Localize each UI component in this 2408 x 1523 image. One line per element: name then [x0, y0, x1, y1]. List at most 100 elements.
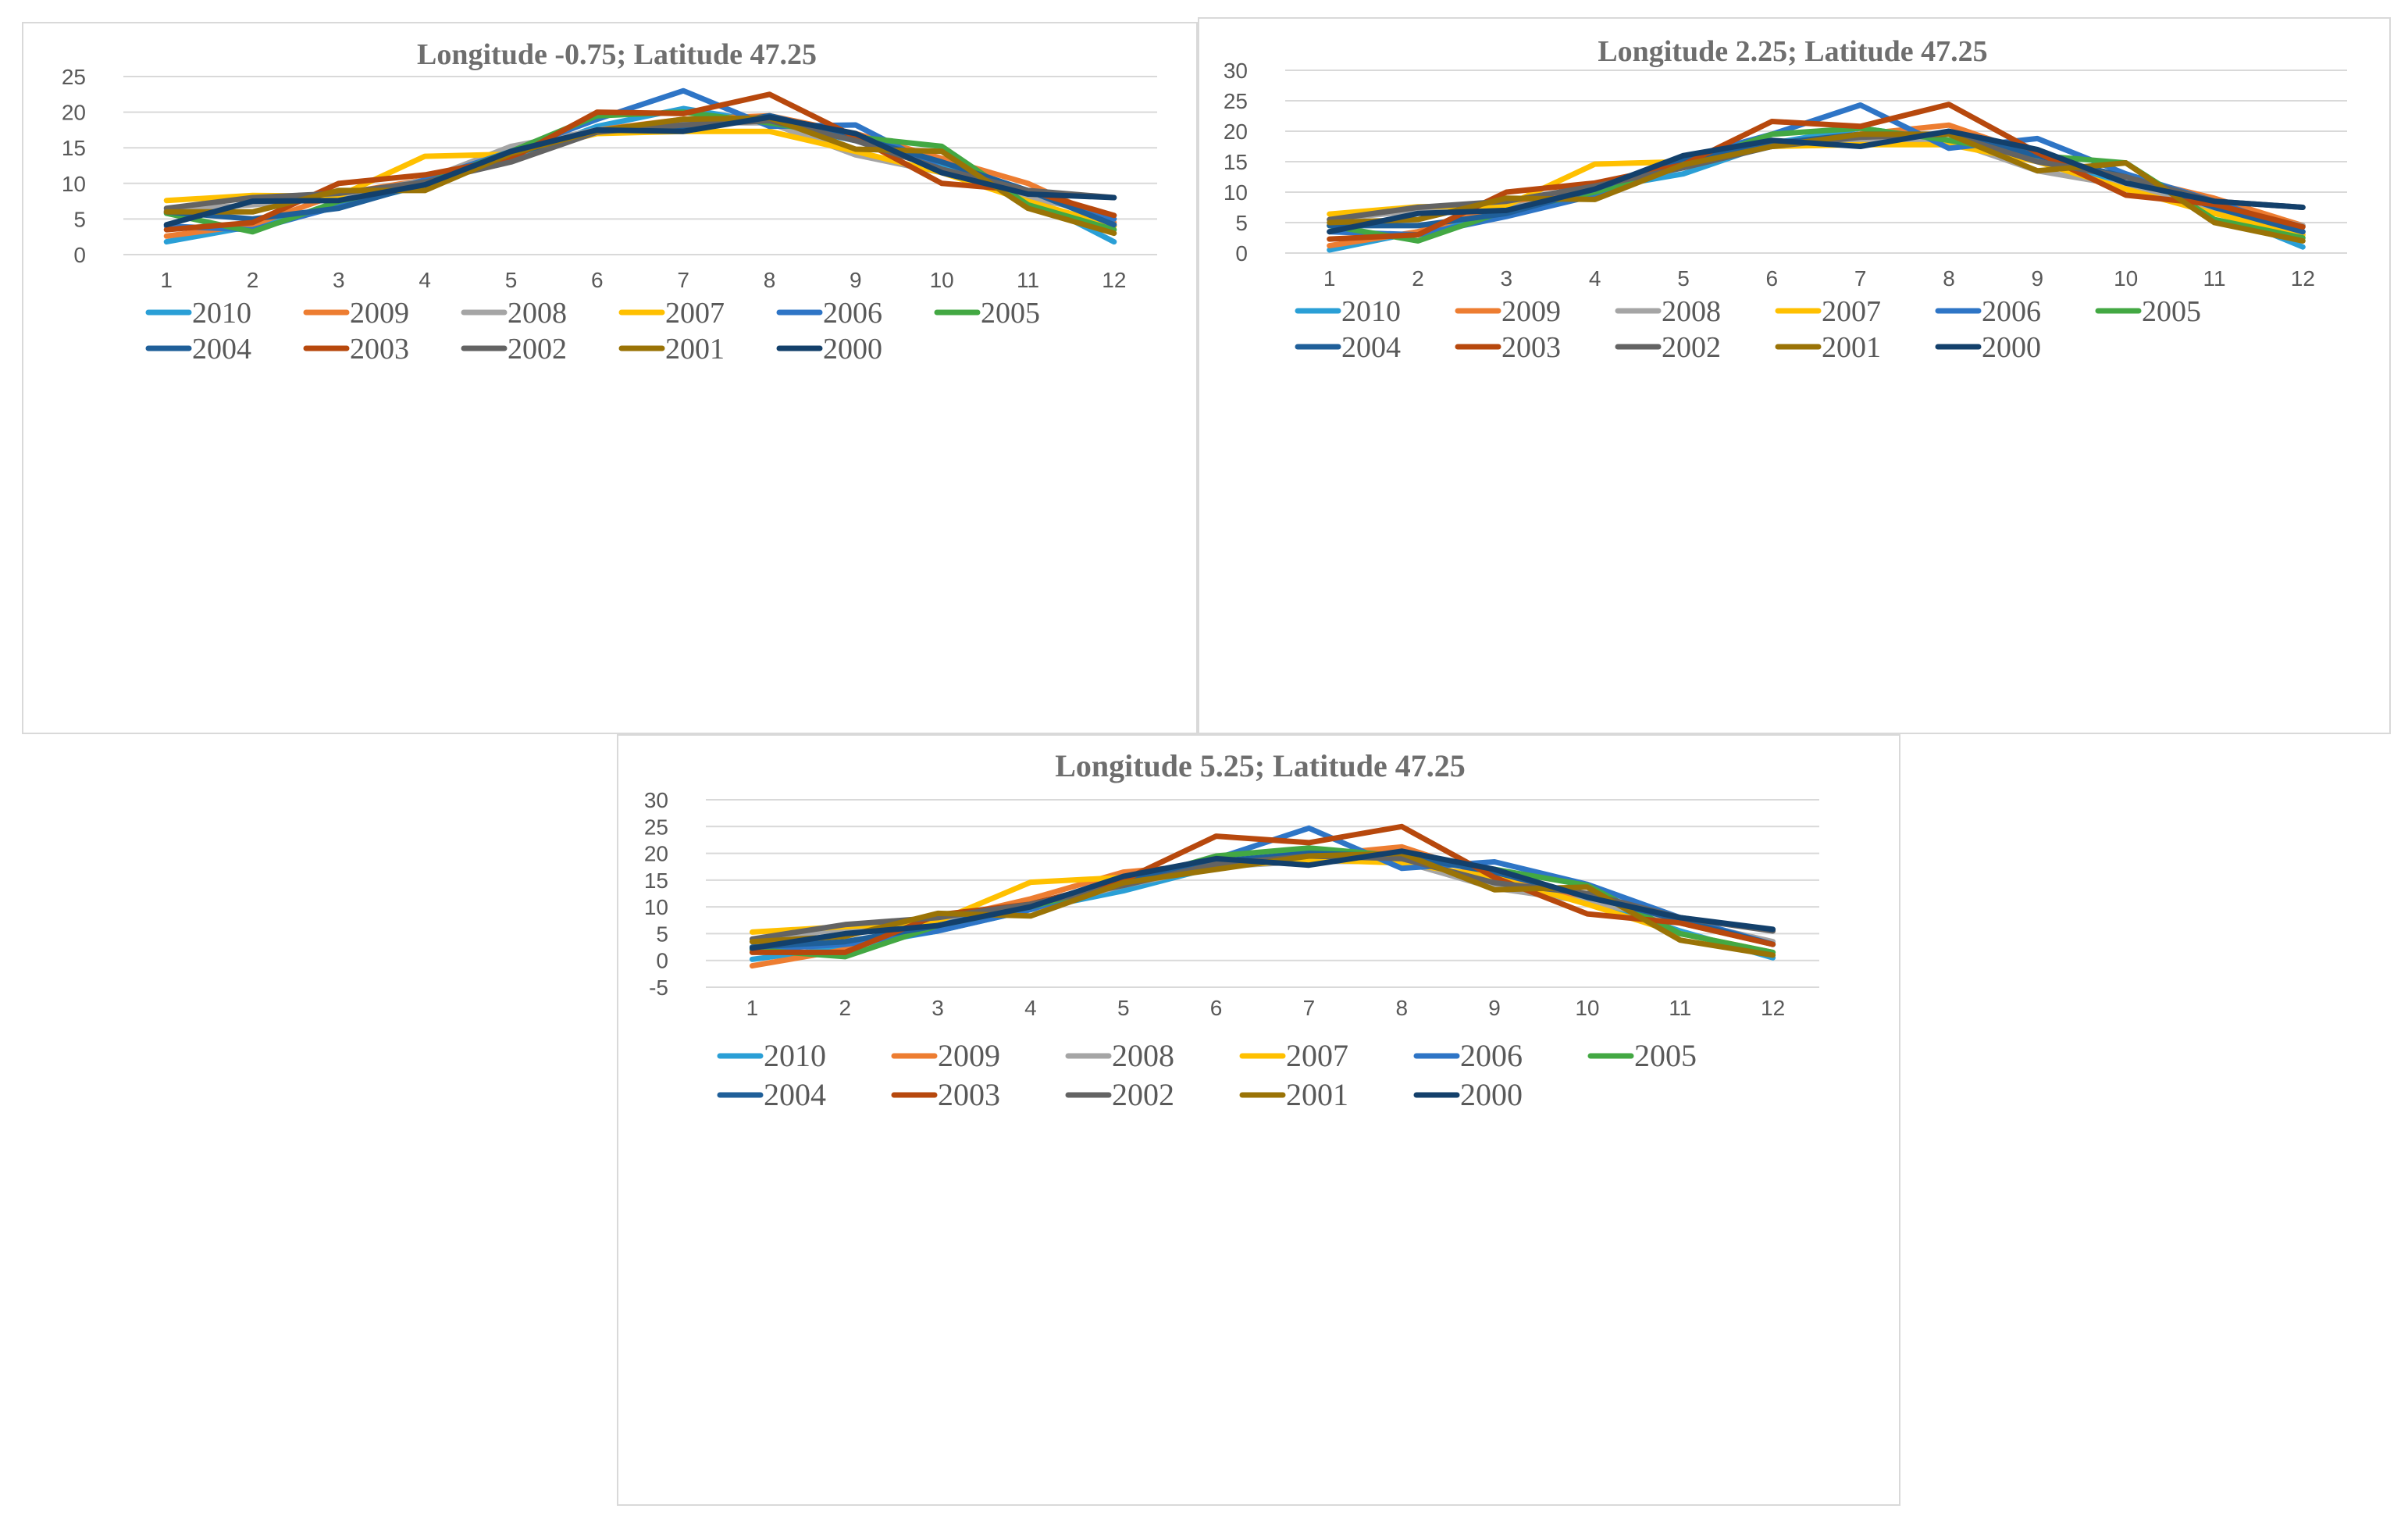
legend-label-2006: 2006	[823, 297, 882, 330]
series-line-2000	[1327, 128, 2306, 235]
y-tick-label: 5	[73, 207, 86, 231]
legend-label-2005: 2005	[2142, 295, 2201, 328]
x-tick-label: 2	[247, 268, 259, 292]
y-tick-label: 0	[1235, 241, 1248, 266]
x-tick-label: 11	[1669, 996, 1691, 1020]
chart-panel-east: Longitude 5.25; Latitude 47.25 -5 0 5 10 15 20…	[617, 734, 1900, 1506]
y-tick-label: 0	[73, 243, 86, 267]
legend-label-2006: 2006	[1982, 295, 2041, 328]
series-line-2000	[749, 848, 1776, 951]
legend-label-2010: 2010	[764, 1038, 826, 1073]
x-tick-label: 3	[931, 996, 944, 1020]
x-tick-label: 10	[2114, 266, 2138, 291]
legend-label-2009: 2009	[938, 1038, 1000, 1073]
y-tick-label: 20	[644, 842, 668, 866]
x-tick-label: 12	[2291, 266, 2315, 291]
x-tick-label: 7	[1303, 996, 1316, 1020]
line-chart-east: Longitude 5.25; Latitude 47.25-505101520…	[644, 748, 1819, 1112]
legend-label-2007: 2007	[1286, 1038, 1348, 1073]
x-tick-label: 11	[1017, 268, 1039, 292]
x-tick-label: 5	[1117, 996, 1130, 1020]
series-line-2003	[163, 91, 1117, 233]
chart-title: Longitude -0.75; Latitude 47.25	[417, 38, 817, 71]
chart-title: Longitude 5.25; Latitude 47.25	[1055, 748, 1466, 783]
series-line-2001	[1327, 131, 2306, 244]
y-tick-label: 15	[644, 869, 668, 893]
legend-label-2001: 2001	[1286, 1077, 1348, 1112]
legend-label-2002: 2002	[1112, 1077, 1174, 1112]
x-tick-label: 7	[1854, 266, 1867, 291]
legend-label-2004: 2004	[764, 1077, 826, 1112]
y-tick-label: 10	[644, 895, 668, 919]
x-tick-label: 11	[2203, 266, 2225, 291]
x-tick-label: 10	[1575, 996, 1599, 1020]
y-tick-label: 30	[1224, 59, 1248, 83]
y-tick-label: 0	[656, 949, 668, 973]
legend-label-2003: 2003	[938, 1077, 1000, 1112]
x-tick-label: 2	[1412, 266, 1424, 291]
legend-label-2005: 2005	[1634, 1038, 1697, 1073]
y-tick-label: 5	[656, 922, 668, 946]
legend-label-2004: 2004	[1341, 331, 1401, 364]
legend-label-2009: 2009	[1501, 295, 1561, 328]
legend-label-2010: 2010	[1341, 295, 1401, 328]
y-tick-label: -5	[649, 976, 668, 1000]
legend-label-2000: 2000	[823, 333, 882, 366]
legend-label-2003: 2003	[350, 333, 409, 366]
x-tick-label: 3	[1501, 266, 1513, 291]
x-tick-label: 12	[1761, 996, 1785, 1020]
chart-panel-west: Longitude -0.75; Latitude 47.25 0 5 10 15 20 2…	[22, 22, 1198, 734]
y-tick-label: 25	[1224, 89, 1248, 113]
x-tick-label: 5	[1677, 266, 1690, 291]
y-tick-label: 10	[1224, 180, 1248, 205]
legend-label-2000: 2000	[1460, 1077, 1523, 1112]
x-tick-label: 4	[419, 268, 431, 292]
x-tick-label: 8	[764, 268, 776, 292]
x-tick-label: 6	[1210, 996, 1223, 1020]
chart-panel-center: Longitude 2.25; Latitude 47.25 0 5 10 15 20 25…	[1198, 17, 2391, 734]
x-tick-label: 1	[1323, 266, 1336, 291]
x-tick-label: 9	[850, 268, 862, 292]
legend-label-2002: 2002	[1662, 331, 1721, 364]
x-tick-label: 1	[160, 268, 173, 292]
legend-label-2010: 2010	[192, 297, 251, 330]
line-chart-center: Longitude 2.25; Latitude 47.250510152025…	[1224, 35, 2347, 364]
legend-label-2008: 2008	[508, 297, 567, 330]
series-line-2001	[163, 115, 1117, 237]
chart-title: Longitude 2.25; Latitude 47.25	[1598, 35, 1987, 68]
x-tick-label: 10	[930, 268, 954, 292]
x-tick-label: 6	[591, 268, 604, 292]
x-tick-label: 4	[1024, 996, 1037, 1020]
legend-label-2003: 2003	[1501, 331, 1561, 364]
legend-label-2001: 2001	[1822, 331, 1881, 364]
y-tick-label: 20	[1224, 119, 1248, 144]
x-tick-label: 1	[746, 996, 759, 1020]
legend-label-2002: 2002	[508, 333, 567, 366]
y-tick-label: 30	[644, 788, 668, 812]
legend-label-2008: 2008	[1112, 1038, 1174, 1073]
series-line-2000	[163, 114, 1117, 228]
x-tick-label: 2	[839, 996, 851, 1020]
x-tick-label: 8	[1943, 266, 1955, 291]
x-tick-label: 9	[1488, 996, 1501, 1020]
x-tick-label: 12	[1102, 268, 1126, 292]
y-tick-label: 10	[62, 172, 86, 196]
x-tick-label: 7	[677, 268, 689, 292]
legend-label-2008: 2008	[1662, 295, 1721, 328]
legend-label-2001: 2001	[665, 333, 725, 366]
legend-label-2007: 2007	[665, 297, 725, 330]
legend-label-2000: 2000	[1982, 331, 2041, 364]
legend-label-2006: 2006	[1460, 1038, 1523, 1073]
x-tick-label: 9	[2032, 266, 2044, 291]
y-tick-label: 5	[1235, 211, 1248, 235]
y-tick-label: 15	[1224, 150, 1248, 174]
x-tick-label: 6	[1766, 266, 1779, 291]
x-tick-label: 5	[505, 268, 518, 292]
x-tick-label: 3	[333, 268, 345, 292]
y-tick-label: 20	[62, 101, 86, 125]
legend-label-2005: 2005	[981, 297, 1040, 330]
line-chart-west: Longitude -0.75; Latitude 47.25051015202…	[62, 38, 1157, 366]
x-tick-label: 4	[1589, 266, 1601, 291]
legend-label-2004: 2004	[192, 333, 251, 366]
x-tick-label: 8	[1395, 996, 1408, 1020]
